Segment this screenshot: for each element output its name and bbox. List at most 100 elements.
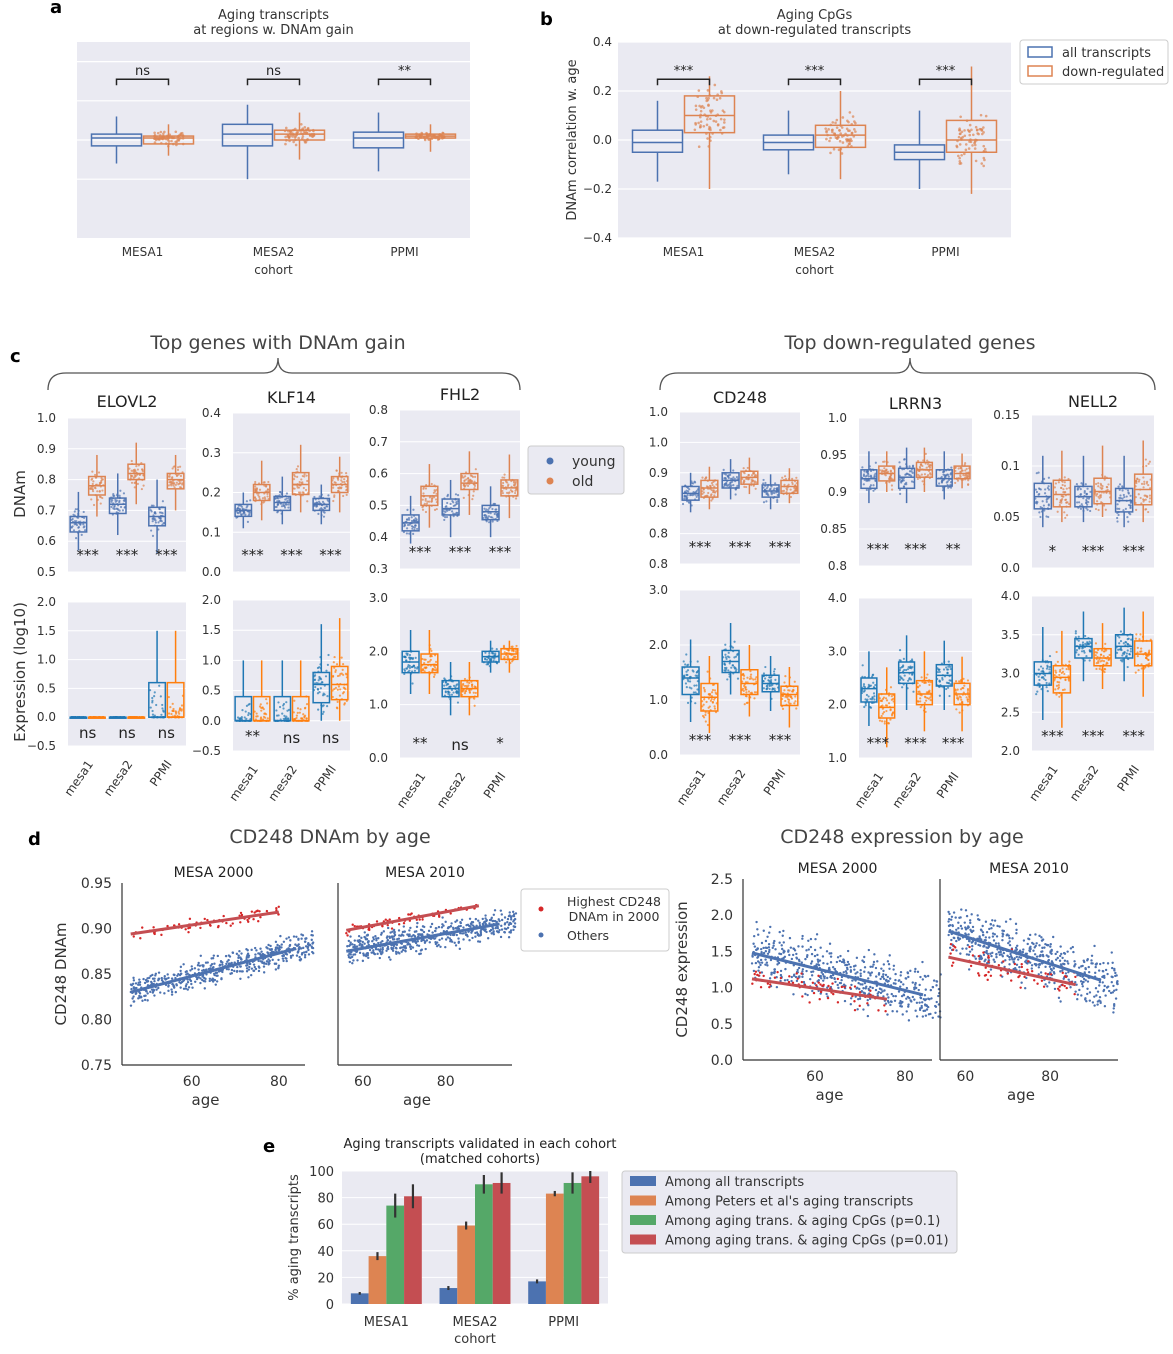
young-point: [862, 483, 865, 486]
young-point: [494, 652, 497, 655]
old-point: [515, 644, 518, 648]
others-point: [299, 958, 302, 962]
young-point: [488, 521, 491, 524]
young-point: [287, 503, 290, 506]
young-point: [733, 667, 736, 670]
young-box: [312, 671, 331, 704]
old-point: [885, 704, 889, 707]
old-point: [787, 698, 790, 701]
others-point: [138, 992, 142, 995]
old-point: [342, 673, 345, 676]
x-tick-label: mesa2: [1067, 763, 1102, 804]
others-point: [190, 982, 193, 986]
chart-title: Aging CpGs: [777, 8, 853, 23]
y-tick-label: 2.0: [369, 644, 388, 658]
young-point: [157, 521, 160, 524]
dnam-subplot: 0.30.40.50.60.70.8*** *** ***: [369, 403, 520, 576]
old-point: [464, 690, 467, 693]
old-point: [924, 681, 927, 684]
old-point: [334, 669, 337, 672]
young-point: [1041, 669, 1044, 673]
old-point: [745, 485, 748, 489]
young-point: [690, 493, 693, 496]
y-tick-label: 1.0: [828, 411, 847, 425]
old-point: [297, 486, 301, 489]
young-point: [408, 532, 411, 535]
young-point: [724, 477, 727, 480]
young-point: [444, 681, 447, 684]
old-point: [99, 502, 102, 505]
others-point: [238, 950, 241, 953]
young-point: [152, 504, 155, 507]
legend-label-highest-2: DNAm in 2000: [569, 909, 660, 924]
y-tick-label: 0.8: [37, 473, 56, 487]
old-point: [1100, 653, 1103, 656]
old-point: [791, 482, 794, 486]
old-point: [955, 708, 958, 711]
old-point: [337, 685, 341, 688]
old-point: [258, 495, 261, 499]
y-tick-label: 0.0: [202, 565, 221, 579]
others-point: [236, 959, 240, 963]
young-point: [484, 513, 487, 517]
d-header-left: CD248 DNAm by age: [229, 826, 430, 848]
y-tick-label: 0.3: [369, 562, 388, 576]
others-point: [300, 953, 304, 956]
young-point: [1039, 515, 1042, 519]
down-regulated-point: [966, 128, 970, 132]
young-point: [443, 677, 446, 680]
others-point: [186, 988, 189, 991]
young-point: [286, 709, 289, 712]
y-tick-label: 0.0: [202, 714, 221, 728]
young-point: [1119, 496, 1122, 500]
old-point: [1100, 649, 1104, 652]
panel-label-a: a: [50, 0, 62, 18]
young-point: [1048, 668, 1051, 671]
down-regulated-point: [979, 127, 983, 131]
significance-label: **: [398, 64, 412, 79]
young-point: [732, 484, 735, 487]
young-point: [945, 481, 948, 484]
old-point: [1104, 642, 1107, 645]
others-point: [424, 947, 427, 951]
young-point: [1079, 493, 1083, 496]
old-point: [878, 719, 882, 722]
old-point: [749, 673, 753, 676]
x-axis-label: age: [192, 1091, 220, 1109]
highest-point: [199, 926, 202, 930]
highest-point: [203, 917, 206, 921]
old-point: [890, 698, 893, 701]
young-point: [410, 519, 414, 523]
young-point: [732, 469, 735, 472]
young-point: [774, 678, 777, 681]
young-point: [406, 523, 410, 527]
others-point: [199, 954, 202, 957]
others-point: [303, 956, 307, 959]
young-point: [158, 684, 161, 687]
old-point: [783, 689, 786, 692]
old-point: [707, 491, 710, 495]
young-point: [898, 659, 901, 662]
old-point: [503, 476, 506, 479]
young-point: [451, 510, 454, 513]
old-point: [1107, 483, 1110, 486]
old-point: [178, 712, 181, 715]
others-point: [233, 969, 236, 973]
old-point: [795, 476, 798, 479]
young-point: [1081, 647, 1084, 650]
young-point: [1045, 500, 1048, 503]
old-point: [424, 499, 427, 502]
old-point: [919, 697, 922, 700]
young-box: [69, 515, 88, 533]
old-point: [503, 473, 506, 476]
old-point: [711, 688, 715, 692]
young-point: [282, 702, 286, 706]
others-point: [198, 964, 202, 967]
old-point: [754, 678, 757, 681]
old-point: [502, 481, 505, 485]
young-point: [151, 709, 154, 713]
young-point: [1039, 488, 1042, 491]
old-point: [880, 699, 883, 702]
old-point: [1054, 490, 1058, 494]
